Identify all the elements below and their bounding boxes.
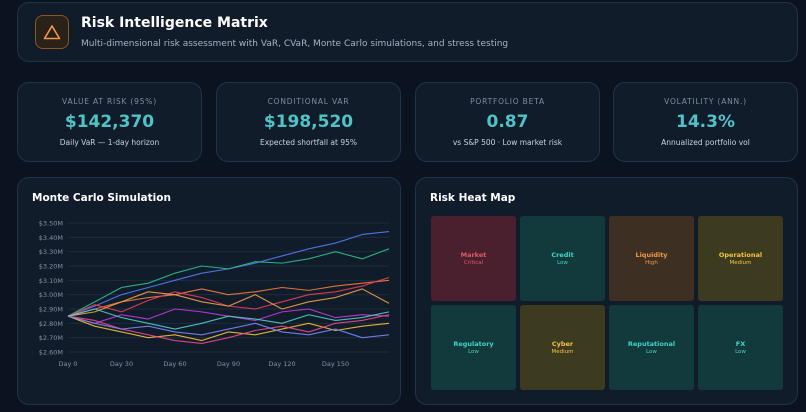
simulation-path-line	[67, 315, 390, 339]
y-tick-label: $2.60M	[39, 349, 63, 357]
heatmap-cell-level: Low	[557, 260, 568, 266]
monte-carlo-panel: Monte Carlo Simulation $2.60M $2.70M $2.80…	[17, 177, 401, 405]
header-card: Risk Intelligence Matrix Multi-dimension…	[17, 2, 798, 62]
heatmap-cell-name: Credit	[551, 251, 574, 259]
heatmap-cell-level: High	[645, 260, 658, 266]
heatmap-cell-liquidity[interactable]: Liquidity High	[609, 216, 694, 301]
kpi-label: CONDITIONAL VAR	[267, 97, 350, 106]
kpi-label: VOLATILITY (ANN.)	[664, 97, 747, 106]
kpi-value: 0.87	[486, 112, 529, 132]
kpi-subtext: vs S&P 500 · Low market risk	[452, 138, 563, 147]
heatmap-cell-regulatory[interactable]: Regulatory Low	[431, 305, 516, 390]
y-tick-label: $2.70M	[39, 334, 63, 342]
heatmap-cell-name: Regulatory	[453, 340, 494, 348]
kpi-card-cvar: CONDITIONAL VAR $198,520 Expected shortf…	[216, 82, 401, 162]
heatmap-cell-level: Critical	[463, 260, 484, 266]
y-tick-label: $3.30M	[39, 248, 63, 256]
panel-title: Risk Heat Map	[430, 192, 516, 204]
x-tick-label: Day 150	[322, 360, 349, 368]
page-subtitle: Multi-dimensional risk assessment with V…	[81, 39, 509, 49]
heatmap-cell-name: Reputational	[627, 340, 676, 348]
panel-title: Monte Carlo Simulation	[32, 192, 171, 204]
heatmap-cell-operational[interactable]: Operational Medium	[698, 216, 783, 301]
y-tick-label: $3.50M	[39, 220, 63, 228]
simulation-path-line	[67, 308, 390, 330]
heatmap-cell-name: Market	[460, 251, 487, 259]
simulation-path-line	[67, 315, 390, 342]
x-tick-label: Day 30	[110, 360, 133, 368]
kpi-value: $198,520	[263, 112, 354, 132]
heatmap-cell-level: Medium	[551, 349, 574, 355]
kpi-card-volatility: VOLATILITY (ANN.) 14.3% Annualized portf…	[613, 82, 798, 162]
kpi-value: $142,370	[64, 112, 155, 132]
kpi-card-beta: PORTFOLIO BETA 0.87 vs S&P 500 · Low mar…	[415, 82, 600, 162]
kpi-subtext: Daily VaR — 1-day horizon	[59, 138, 160, 147]
heatmap-cell-name: Liquidity	[635, 251, 668, 259]
kpi-subtext: Annualized portfolio vol	[661, 138, 750, 147]
risk-heatmap-panel: Risk Heat Map Market Critical Credit Low Liq…	[415, 177, 798, 405]
y-tick-label: $3.00M	[39, 291, 63, 299]
kpi-label: PORTFOLIO BETA	[470, 97, 545, 106]
y-tick-label: $2.80M	[39, 320, 63, 328]
heatmap-cell-fx[interactable]: FX Low	[698, 305, 783, 390]
kpi-label: VALUE AT RISK (95%)	[62, 97, 157, 106]
simulation-path-line	[67, 288, 390, 317]
y-tick-label: $3.20M	[39, 263, 63, 271]
simulation-path-line	[67, 248, 390, 317]
heatmap-cell-name: Cyber	[551, 340, 574, 348]
heatmap-cell-reputational[interactable]: Reputational Low	[609, 305, 694, 390]
heatmap-cell-name: Operational	[718, 251, 763, 259]
heatmap-cell-market[interactable]: Market Critical	[431, 216, 516, 301]
x-tick-label: Day 120	[268, 360, 295, 368]
monte-carlo-chart: $2.60M $2.70M $2.80M $2.90M $3.00M $3.10M $3.2…	[39, 220, 390, 368]
x-tick-label: Day 60	[163, 360, 186, 368]
heatmap-cell-name: FX	[735, 340, 746, 348]
heatmap-cell-level: Low	[646, 349, 657, 355]
y-tick-label: $3.10M	[39, 277, 63, 285]
heatmap-cell-credit[interactable]: Credit Low	[520, 216, 605, 301]
heatmap-cell-level: Medium	[729, 260, 752, 266]
heatmap-cell-level: Low	[735, 349, 746, 355]
x-tick-label: Day 90	[217, 360, 240, 368]
page-title: Risk Intelligence Matrix	[81, 15, 268, 31]
kpi-subtext: Expected shortfall at 95%	[259, 138, 358, 147]
kpi-value: 14.3%	[676, 112, 735, 132]
y-tick-label: $3.40M	[39, 234, 63, 242]
y-tick-label: $2.90M	[39, 306, 63, 314]
heatmap-cell-level: Low	[468, 349, 479, 355]
x-tick-label: Day 0	[58, 360, 77, 368]
heatmap-cell-cyber[interactable]: Cyber Medium	[520, 305, 605, 390]
warning-triangle-icon	[35, 15, 69, 49]
kpi-card-var: VALUE AT RISK (95%) $142,370 Daily VaR —…	[17, 82, 202, 162]
